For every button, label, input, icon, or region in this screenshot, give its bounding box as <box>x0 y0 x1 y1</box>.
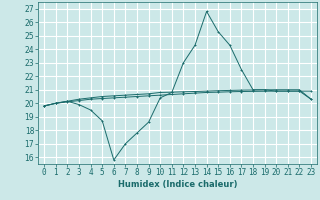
X-axis label: Humidex (Indice chaleur): Humidex (Indice chaleur) <box>118 180 237 189</box>
